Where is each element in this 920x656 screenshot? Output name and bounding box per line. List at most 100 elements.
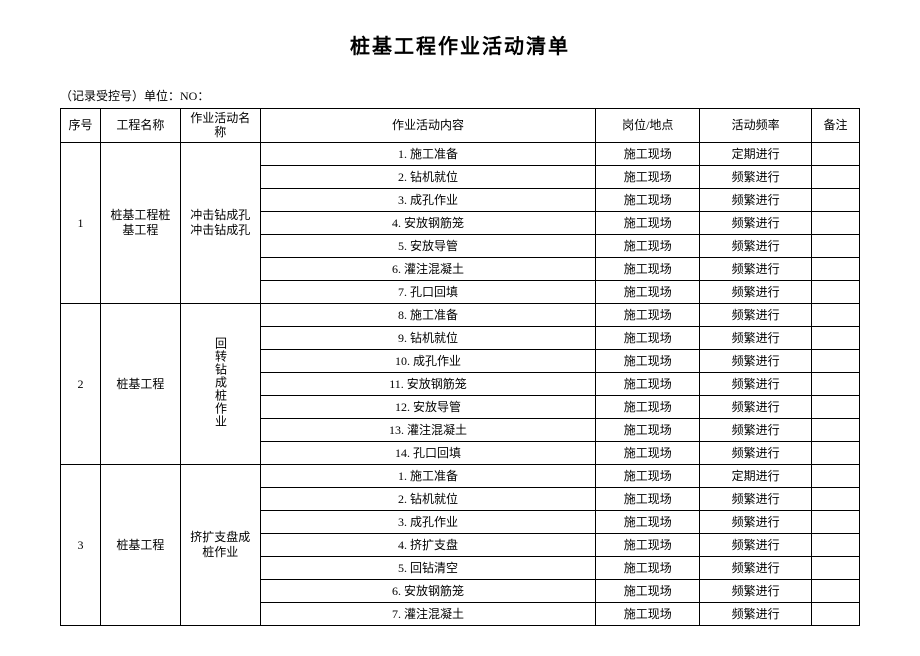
cell-location: 施工现场 [596,257,700,280]
col-frequency: 活动频率 [700,109,812,143]
cell-location: 施工现场 [596,372,700,395]
cell-project: 桩基工程 [100,303,180,464]
table-row: 2桩基工程回转钻成桩作业8. 施工准备施工现场频繁进行 [61,303,860,326]
cell-content: 4. 挤扩支盘 [260,533,596,556]
cell-location: 施工现场 [596,510,700,533]
cell-content: 2. 钻机就位 [260,165,596,188]
activity-table: 序号 工程名称 作业活动名称 作业活动内容 岗位/地点 活动频率 备注 1桩基工… [60,108,860,626]
cell-location: 施工现场 [596,303,700,326]
cell-location: 施工现场 [596,602,700,625]
cell-content: 10. 成孔作业 [260,349,596,372]
cell-location: 施工现场 [596,280,700,303]
cell-content: 8. 施工准备 [260,303,596,326]
cell-note [812,464,860,487]
cell-note [812,280,860,303]
cell-content: 1. 施工准备 [260,464,596,487]
cell-note [812,579,860,602]
cell-frequency: 频繁进行 [700,303,812,326]
cell-content: 14. 孔口回填 [260,441,596,464]
col-seq: 序号 [61,109,101,143]
cell-note [812,510,860,533]
cell-note [812,395,860,418]
cell-content: 4. 安放钢筋笼 [260,211,596,234]
cell-frequency: 频繁进行 [700,602,812,625]
cell-location: 施工现场 [596,326,700,349]
cell-note [812,188,860,211]
cell-frequency: 频繁进行 [700,556,812,579]
cell-note [812,487,860,510]
cell-frequency: 频繁进行 [700,188,812,211]
col-project: 工程名称 [100,109,180,143]
cell-content: 6. 安放钢筋笼 [260,579,596,602]
cell-frequency: 频繁进行 [700,441,812,464]
cell-frequency: 定期进行 [700,142,812,165]
cell-content: 11. 安放钢筋笼 [260,372,596,395]
cell-location: 施工现场 [596,234,700,257]
cell-note [812,303,860,326]
cell-frequency: 频繁进行 [700,487,812,510]
cell-note [812,257,860,280]
cell-activity: 冲击钻成孔冲击钻成孔 [180,142,260,303]
cell-location: 施工现场 [596,464,700,487]
cell-location: 施工现场 [596,556,700,579]
cell-location: 施工现场 [596,188,700,211]
meta-line: （记录受控号）单位：NO： [60,87,860,104]
cell-location: 施工现场 [596,349,700,372]
cell-note [812,165,860,188]
col-content: 作业活动内容 [260,109,596,143]
cell-frequency: 频繁进行 [700,510,812,533]
cell-content: 7. 孔口回填 [260,280,596,303]
cell-note [812,418,860,441]
cell-frequency: 频繁进行 [700,280,812,303]
cell-content: 13. 灌注混凝土 [260,418,596,441]
cell-note [812,211,860,234]
cell-location: 施工现场 [596,533,700,556]
col-location: 岗位/地点 [596,109,700,143]
cell-note [812,533,860,556]
cell-frequency: 频繁进行 [700,211,812,234]
cell-content: 1. 施工准备 [260,142,596,165]
cell-frequency: 频繁进行 [700,234,812,257]
cell-activity: 挤扩支盘成桩作业 [180,464,260,625]
cell-frequency: 频繁进行 [700,165,812,188]
cell-note [812,326,860,349]
cell-frequency: 频繁进行 [700,257,812,280]
cell-frequency: 频繁进行 [700,326,812,349]
cell-location: 施工现场 [596,165,700,188]
col-note: 备注 [812,109,860,143]
cell-content: 3. 成孔作业 [260,188,596,211]
cell-frequency: 频繁进行 [700,349,812,372]
table-row: 1桩基工程桩基工程冲击钻成孔冲击钻成孔1. 施工准备施工现场定期进行 [61,142,860,165]
cell-seq: 1 [61,142,101,303]
cell-frequency: 频繁进行 [700,418,812,441]
cell-project: 桩基工程桩基工程 [100,142,180,303]
cell-location: 施工现场 [596,441,700,464]
table-header-row: 序号 工程名称 作业活动名称 作业活动内容 岗位/地点 活动频率 备注 [61,109,860,143]
cell-location: 施工现场 [596,579,700,602]
cell-location: 施工现场 [596,395,700,418]
cell-location: 施工现场 [596,418,700,441]
cell-frequency: 频繁进行 [700,395,812,418]
cell-content: 2. 钻机就位 [260,487,596,510]
cell-project: 桩基工程 [100,464,180,625]
cell-note [812,349,860,372]
cell-note [812,372,860,395]
cell-note [812,602,860,625]
table-row: 3桩基工程挤扩支盘成桩作业1. 施工准备施工现场定期进行 [61,464,860,487]
cell-activity: 回转钻成桩作业 [180,303,260,464]
cell-content: 9. 钻机就位 [260,326,596,349]
cell-frequency: 频繁进行 [700,372,812,395]
table-body: 1桩基工程桩基工程冲击钻成孔冲击钻成孔1. 施工准备施工现场定期进行2. 钻机就… [61,142,860,625]
cell-note [812,556,860,579]
cell-content: 6. 灌注混凝土 [260,257,596,280]
cell-location: 施工现场 [596,487,700,510]
cell-note [812,441,860,464]
cell-content: 3. 成孔作业 [260,510,596,533]
cell-content: 5. 回钻清空 [260,556,596,579]
col-activity: 作业活动名称 [180,109,260,143]
cell-seq: 3 [61,464,101,625]
cell-seq: 2 [61,303,101,464]
cell-location: 施工现场 [596,142,700,165]
cell-content: 12. 安放导管 [260,395,596,418]
page-title: 桩基工程作业活动清单 [60,30,860,59]
